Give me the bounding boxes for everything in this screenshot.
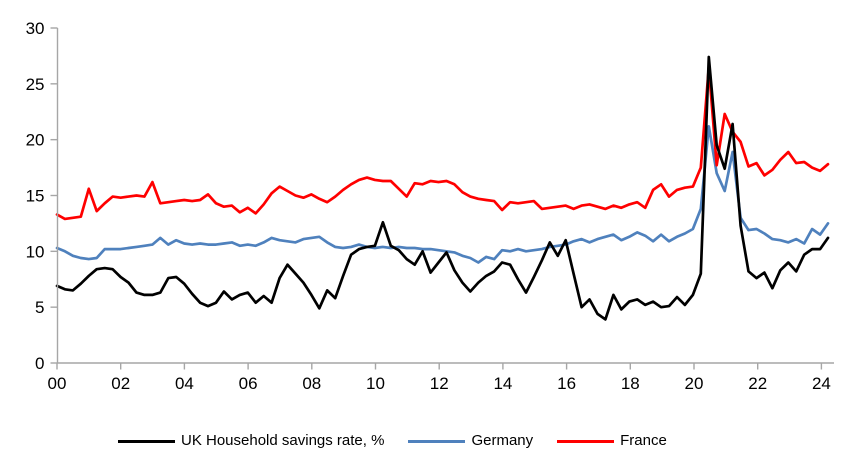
legend-swatch-uk-line (118, 439, 175, 443)
x-axis: 00 02 04 06 08 10 12 14 16 18 20 22 24 (48, 362, 834, 393)
series-lines (55, 55, 830, 321)
series-line-uk-household-savings-rate (55, 55, 830, 321)
x-tick-label: 22 (748, 374, 767, 393)
x-tick-label: 24 (812, 374, 831, 393)
x-tick-label: 06 (239, 374, 258, 393)
y-tick-label: 30 (26, 19, 45, 38)
series-line-germany (55, 124, 830, 264)
legend-swatch-france-line (557, 439, 615, 443)
x-tick-label: 18 (621, 374, 640, 393)
y-tick-label: 5 (35, 298, 44, 317)
legend-label-france: France (620, 432, 667, 449)
x-tick-label: 08 (302, 374, 321, 393)
legend: UK Household savings rate, % Germany Fra… (118, 430, 667, 452)
x-tick-label: 16 (557, 374, 576, 393)
y-tick-label: 15 (26, 187, 45, 206)
y-axis: 0 5 10 15 20 25 30 (26, 19, 59, 373)
y-tick-label: 25 (26, 75, 45, 94)
savings-rate-chart: 0 5 10 15 20 25 30 00 02 04 06 08 10 12 14 16 18 20 22 24 (26, 19, 834, 393)
x-tick-label: 12 (430, 374, 449, 393)
series-line-france (55, 65, 830, 221)
x-tick-label: 02 (111, 374, 130, 393)
y-tick-label: 20 (26, 131, 45, 150)
legend-swatch-germany-line (408, 439, 466, 443)
x-tick-label: 04 (175, 374, 194, 393)
x-tick-label: 14 (493, 374, 512, 393)
plot-area: 0 5 10 15 20 25 30 00 02 04 06 08 10 12 14 16 18 20 22 24 (26, 19, 834, 393)
y-tick-label: 0 (35, 354, 44, 373)
x-tick-label: 20 (685, 374, 704, 393)
legend-item-germany: Germany (408, 430, 533, 452)
x-tick-label: 00 (48, 374, 67, 393)
legend-label-germany: Germany (471, 432, 534, 449)
x-tick-label: 10 (366, 374, 385, 393)
y-tick-label: 10 (26, 242, 45, 261)
legend-label-uk: UK Household savings rate, % (181, 432, 385, 449)
legend-item-uk: UK Household savings rate, % (118, 430, 384, 452)
legend-item-france: France (557, 430, 667, 452)
